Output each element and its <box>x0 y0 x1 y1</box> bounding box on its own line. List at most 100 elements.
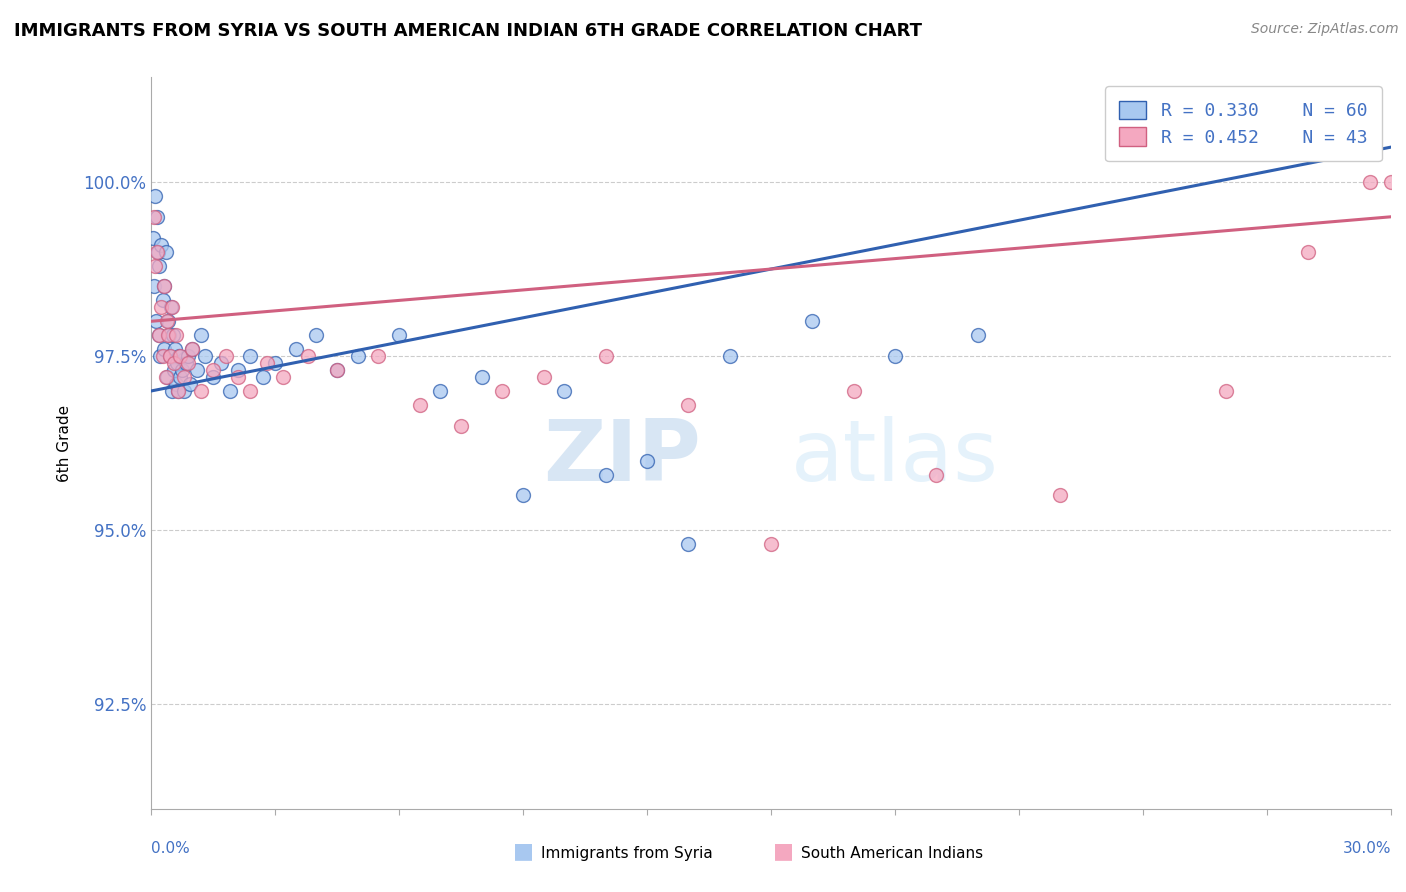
Point <box>142 210 165 224</box>
Point <box>239 349 262 363</box>
Point <box>194 349 217 363</box>
Point <box>159 349 181 363</box>
Point <box>256 356 278 370</box>
Point <box>326 363 349 377</box>
Point <box>305 328 328 343</box>
Point <box>149 349 172 363</box>
Point <box>146 244 169 259</box>
Point <box>1379 175 1402 189</box>
Point <box>678 398 700 412</box>
Point <box>145 314 167 328</box>
Text: South American Indians: South American Indians <box>801 846 984 861</box>
Point <box>173 370 195 384</box>
Point <box>190 328 212 343</box>
Point <box>152 349 174 363</box>
Point <box>156 370 179 384</box>
Point <box>209 356 232 370</box>
Text: IMMIGRANTS FROM SYRIA VS SOUTH AMERICAN INDIAN 6TH GRADE CORRELATION CHART: IMMIGRANTS FROM SYRIA VS SOUTH AMERICAN … <box>14 22 922 40</box>
Text: 0.0%: 0.0% <box>152 841 190 856</box>
Point <box>202 370 225 384</box>
Point <box>1049 488 1071 502</box>
Point <box>491 384 513 398</box>
Point <box>190 384 212 398</box>
Point <box>595 349 617 363</box>
Point <box>273 370 295 384</box>
Point <box>146 244 169 259</box>
Point <box>143 279 166 293</box>
Point <box>156 314 179 328</box>
Point <box>172 363 194 377</box>
Point <box>718 349 741 363</box>
Point <box>165 328 187 343</box>
Point <box>163 363 186 377</box>
Point <box>150 237 173 252</box>
Point <box>152 279 174 293</box>
Point <box>636 453 658 467</box>
Point <box>155 370 177 384</box>
Text: ZIP: ZIP <box>544 417 702 500</box>
Point <box>759 537 782 551</box>
Point <box>148 328 170 343</box>
Point <box>512 488 534 502</box>
Point <box>165 342 187 356</box>
Point <box>678 537 700 551</box>
Point <box>143 189 166 203</box>
Point <box>152 293 174 308</box>
Text: ■: ■ <box>773 841 794 861</box>
Point <box>156 314 179 328</box>
Point <box>162 328 184 343</box>
Point <box>842 384 865 398</box>
Point <box>202 363 225 377</box>
Point <box>148 328 170 343</box>
Point <box>142 230 165 244</box>
Point <box>367 349 389 363</box>
Point <box>152 342 174 356</box>
Point <box>1298 244 1320 259</box>
Point <box>150 301 173 315</box>
Text: Source: ZipAtlas.com: Source: ZipAtlas.com <box>1251 22 1399 37</box>
Point <box>179 376 201 391</box>
Point <box>143 259 166 273</box>
Point <box>533 370 555 384</box>
Point <box>163 356 186 370</box>
Point <box>801 314 824 328</box>
Point <box>186 363 208 377</box>
Text: atlas: atlas <box>792 417 1000 500</box>
Point <box>450 418 472 433</box>
Point <box>167 384 190 398</box>
Point <box>297 349 319 363</box>
Point <box>169 370 191 384</box>
Point <box>1215 384 1237 398</box>
Point <box>284 342 307 356</box>
Point <box>553 384 575 398</box>
Point <box>1360 175 1382 189</box>
Point <box>166 356 188 370</box>
Point <box>884 349 907 363</box>
Point <box>326 363 349 377</box>
Point <box>226 363 249 377</box>
Point <box>167 349 190 363</box>
Point <box>165 376 187 391</box>
Text: 30.0%: 30.0% <box>1343 841 1391 856</box>
Point <box>226 370 249 384</box>
Point <box>153 279 176 293</box>
Point <box>157 328 180 343</box>
Point <box>160 301 183 315</box>
Point <box>174 356 197 370</box>
Point <box>177 349 200 363</box>
Point <box>181 342 204 356</box>
Point <box>388 328 411 343</box>
Point <box>471 370 494 384</box>
Point <box>409 398 432 412</box>
Point <box>169 349 191 363</box>
Text: ■: ■ <box>513 841 534 861</box>
Point <box>264 356 287 370</box>
Point <box>346 349 368 363</box>
Y-axis label: 6th Grade: 6th Grade <box>58 405 72 482</box>
Point <box>156 328 179 343</box>
Point <box>925 467 948 482</box>
Point <box>177 356 200 370</box>
Point <box>214 349 236 363</box>
Legend: R = 0.330    N = 60, R = 0.452    N = 43: R = 0.330 N = 60, R = 0.452 N = 43 <box>1105 87 1382 161</box>
Point <box>429 384 451 398</box>
